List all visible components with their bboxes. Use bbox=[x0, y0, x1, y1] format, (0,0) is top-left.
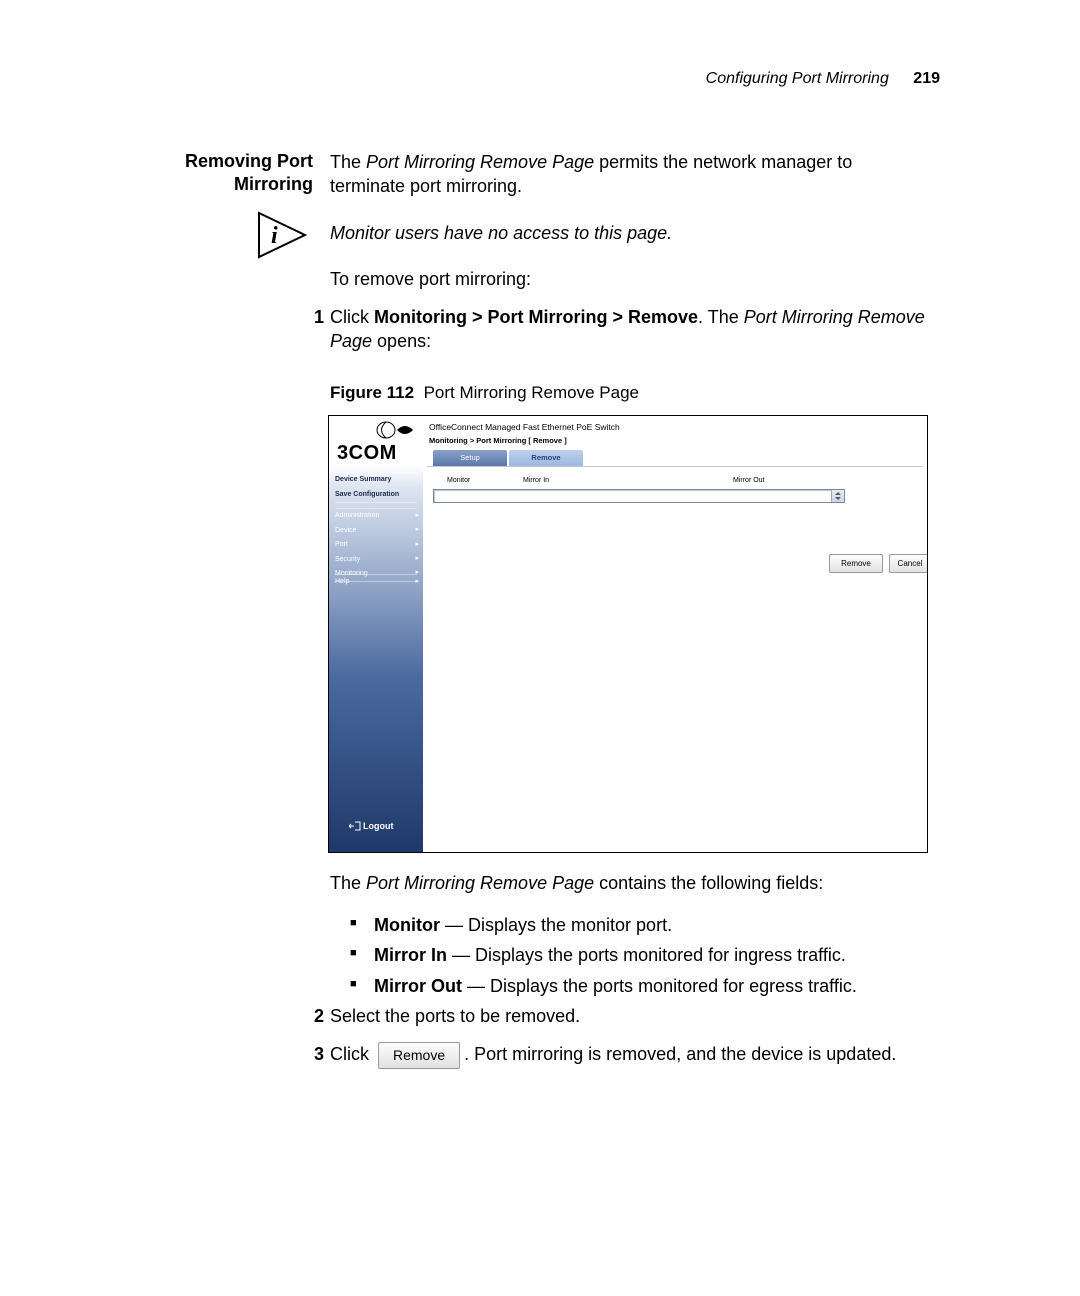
note: Monitor users have no access to this pag… bbox=[330, 221, 930, 245]
cancel-button[interactable]: Cancel bbox=[889, 554, 928, 573]
svg-text:i: i bbox=[271, 223, 278, 249]
chevron-right-icon: ▸ bbox=[415, 577, 419, 586]
step-3: 3Click Remove. Port mirroring is removed… bbox=[330, 1042, 930, 1069]
shot-sidebar: 3COM Device Summary Save Configuration A… bbox=[329, 416, 423, 852]
product-title: OfficeConnect Managed Fast Ethernet PoE … bbox=[429, 422, 620, 433]
fields-intro: The Port Mirroring Remove Page contains … bbox=[330, 871, 930, 895]
lead: To remove port mirroring: bbox=[330, 267, 930, 291]
sidebar-item-save-config[interactable]: Save Configuration bbox=[335, 487, 417, 501]
inline-remove-button[interactable]: Remove bbox=[378, 1042, 460, 1069]
shot-main: OfficeConnect Managed Fast Ethernet PoE … bbox=[423, 416, 927, 852]
field-list: Monitor — Displays the monitor port. Mir… bbox=[350, 913, 930, 998]
sidebar-item-help[interactable]: Help▸ bbox=[335, 575, 417, 589]
list-item: Mirror In — Displays the ports monitored… bbox=[350, 943, 930, 967]
port-listbox[interactable] bbox=[433, 489, 845, 503]
screenshot: 3COM Device Summary Save Configuration A… bbox=[328, 415, 928, 853]
running-head: Configuring Port Mirroring 219 bbox=[706, 70, 940, 88]
chevron-right-icon: ▸ bbox=[415, 540, 419, 549]
running-head-section: Configuring Port Mirroring bbox=[706, 70, 889, 87]
scrollbar[interactable] bbox=[831, 490, 844, 502]
logout-icon bbox=[349, 821, 361, 831]
chevron-right-icon: ▸ bbox=[415, 525, 419, 534]
sidebar-item-device-summary[interactable]: Device Summary bbox=[335, 473, 417, 487]
list-item: Mirror Out — Displays the ports monitore… bbox=[350, 974, 930, 998]
tab-setup[interactable]: Setup bbox=[433, 450, 507, 466]
intro-paragraph: The Port Mirroring Remove Page permits t… bbox=[330, 150, 930, 199]
chevron-right-icon: ▸ bbox=[415, 554, 419, 563]
sidebar-item-security[interactable]: Security▸ bbox=[335, 552, 417, 566]
col-monitor: Monitor bbox=[447, 476, 470, 485]
logout-button[interactable]: Logout bbox=[349, 820, 394, 832]
sidebar-item-port[interactable]: Port▸ bbox=[335, 538, 417, 552]
col-mirror-in: Mirror In bbox=[523, 476, 549, 485]
step-2: 2Select the ports to be removed. bbox=[330, 1004, 930, 1028]
list-item: Monitor — Displays the monitor port. bbox=[350, 913, 930, 937]
figure-caption: Figure 112 Port Mirroring Remove Page bbox=[330, 382, 930, 405]
step-1: 1Click Monitoring > Port Mirroring > Rem… bbox=[330, 305, 930, 354]
logo-orb-icon bbox=[375, 420, 419, 440]
breadcrumb: Monitoring > Port Mirroring [ Remove ] bbox=[429, 436, 567, 446]
col-mirror-out: Mirror Out bbox=[733, 476, 765, 485]
sidebar-item-admin[interactable]: Administration▸ bbox=[335, 509, 417, 523]
section-title: Removing Port Mirroring bbox=[163, 150, 313, 197]
tab-remove[interactable]: Remove bbox=[509, 450, 583, 466]
info-icon: i bbox=[257, 210, 307, 260]
page-number: 219 bbox=[913, 70, 940, 87]
sidebar-item-device[interactable]: Device▸ bbox=[335, 523, 417, 537]
tab-divider bbox=[427, 466, 923, 467]
remove-button[interactable]: Remove bbox=[829, 554, 883, 573]
chevron-right-icon: ▸ bbox=[415, 511, 419, 520]
